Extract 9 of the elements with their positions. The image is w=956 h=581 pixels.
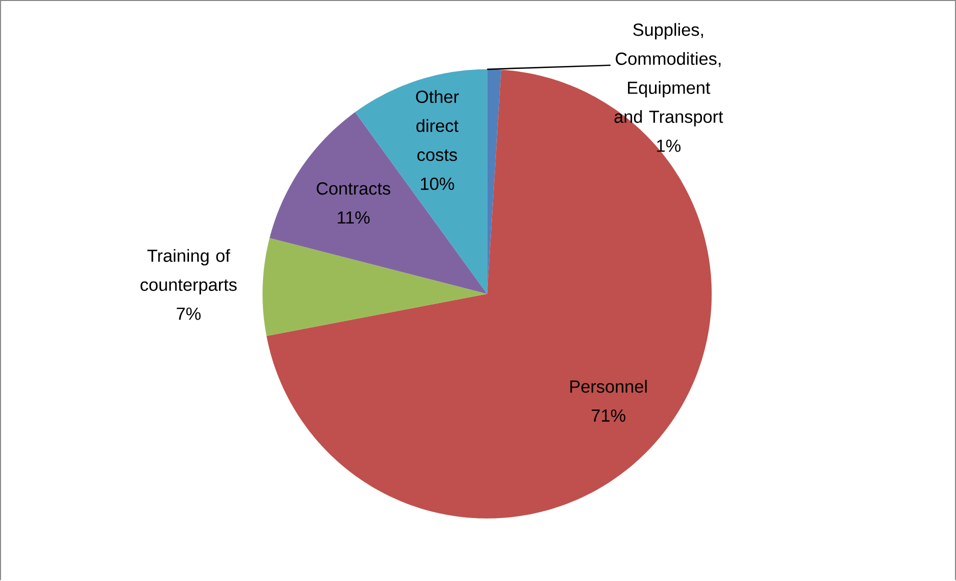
data-label: 11% bbox=[338, 212, 370, 224]
slice-label: Training of counterparts bbox=[140, 249, 237, 295]
slice-label: Personnel bbox=[570, 380, 647, 393]
data-label: 1% bbox=[657, 140, 681, 152]
data-label: 7% bbox=[176, 308, 201, 320]
data-label: 10% bbox=[420, 178, 454, 190]
data-label: 71% bbox=[592, 410, 626, 422]
slice-label: Other direct costs bbox=[416, 90, 459, 162]
slice-label: Contracts bbox=[316, 182, 390, 195]
